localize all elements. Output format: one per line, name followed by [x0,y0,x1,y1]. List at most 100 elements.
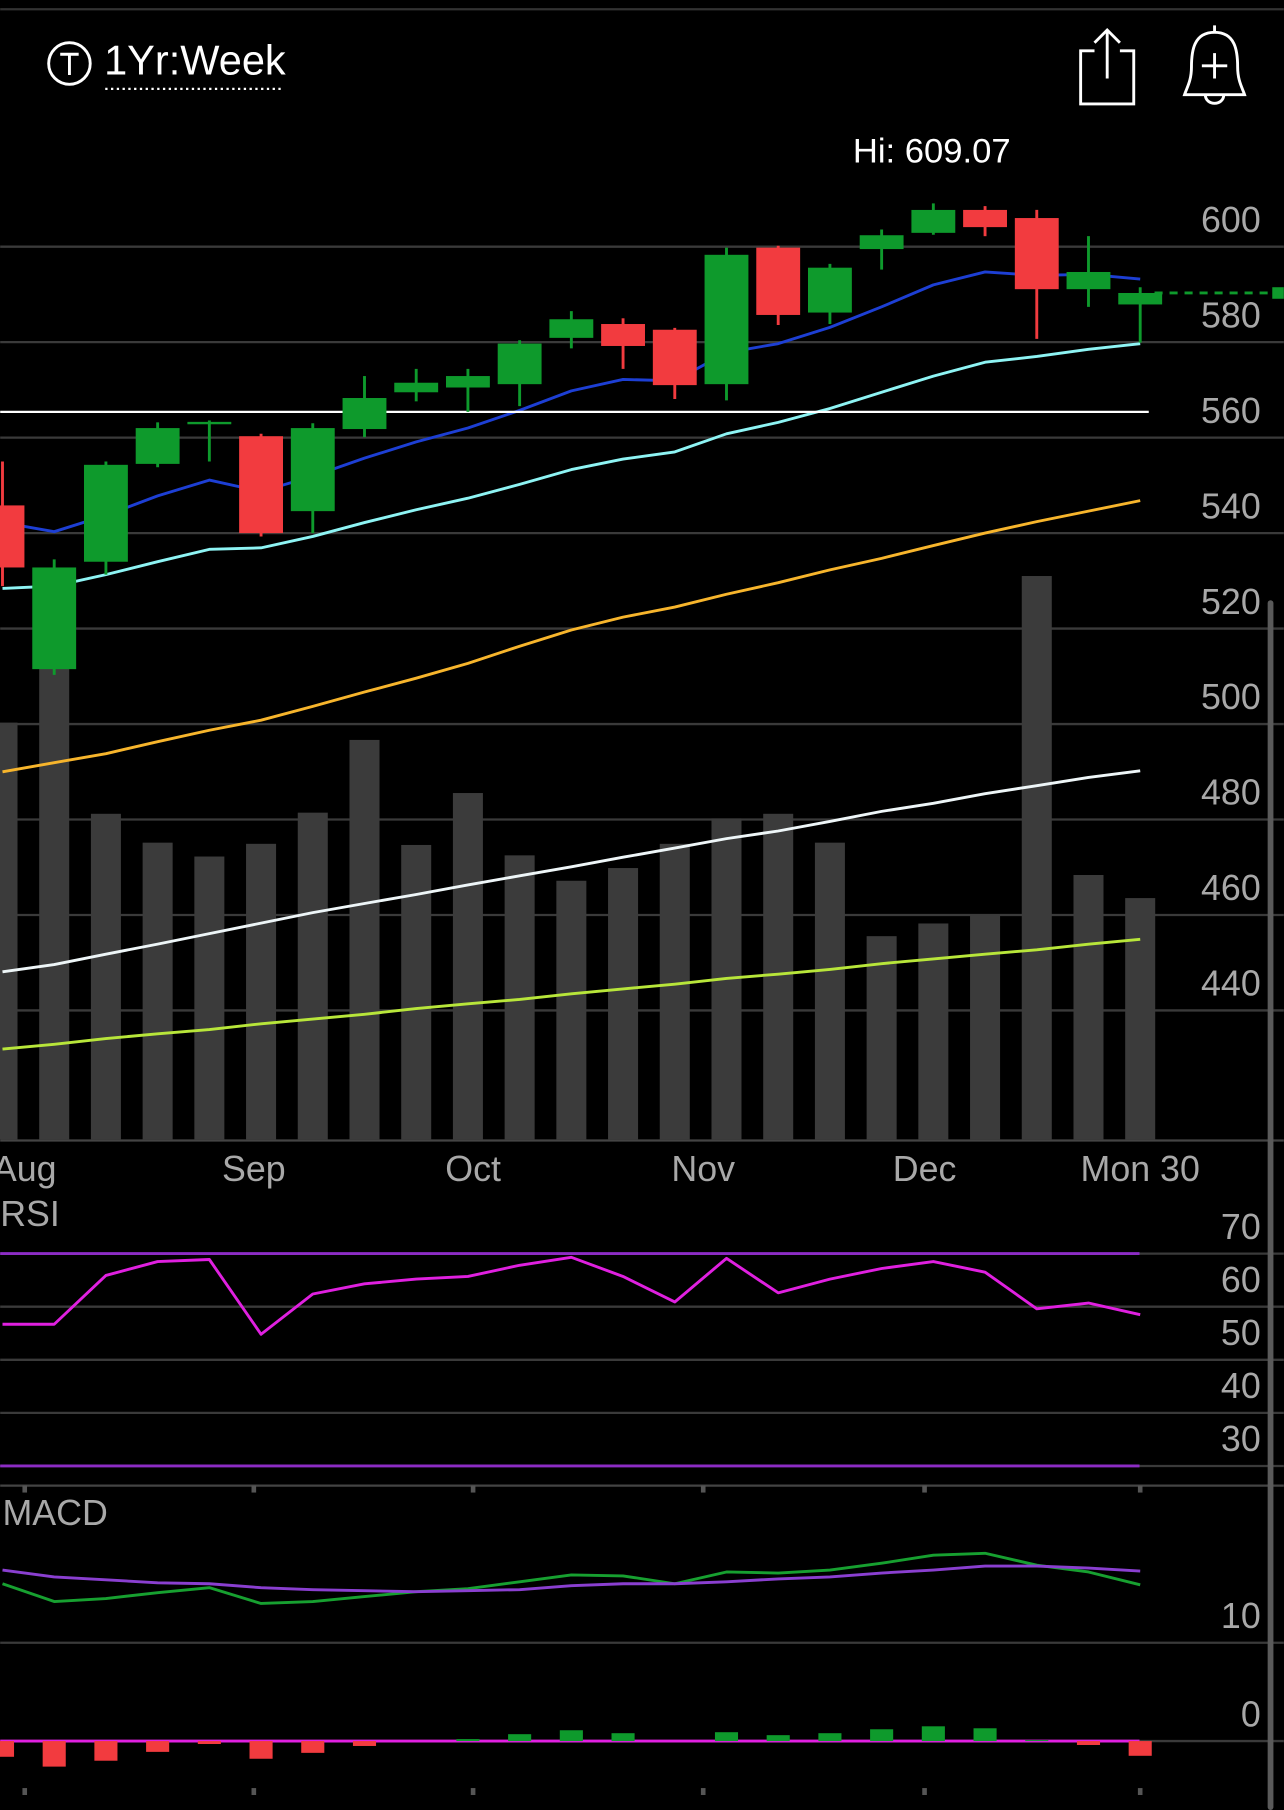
volume-bar [452,793,483,1140]
histogram-bar [352,1741,377,1746]
y-tick-label: 520 [1201,582,1261,622]
x-tick-label: Aug [0,1149,57,1189]
volume-bar [659,843,690,1140]
candle-body [0,505,25,568]
histogram-bar [301,1741,325,1753]
volume-bar [90,813,121,1140]
volume-bar [556,880,587,1140]
timeframe-label: 1Yr:Week [104,36,286,83]
candle-body [807,267,852,313]
candle-body [83,464,128,562]
moving-average-line [2,769,1141,974]
histogram-bar [1128,1741,1152,1756]
volume-bar [814,842,845,1140]
y-tick-label: 40 [1221,1366,1261,1406]
candle-body [963,209,1007,228]
moving-average-line [2,342,1141,590]
y-tick-label: 0 [1241,1694,1261,1734]
timeframe-selector[interactable]: 1Yr:Week [47,36,286,91]
y-tick-label: 560 [1201,391,1261,431]
candle-body [1014,218,1059,290]
candle-body [601,324,645,346]
candle-body [239,436,283,534]
scrollbar[interactable] [1267,600,1274,1810]
timeframe-icon [47,41,92,86]
macd-line [2,1551,1141,1605]
x-tick-label: Nov [671,1149,735,1189]
y-tick-label: 10 [1221,1596,1261,1636]
y-tick-label: 580 [1201,295,1261,335]
candle-body [1066,271,1111,290]
last-price-marker [1272,287,1284,299]
volume-bar [1073,874,1104,1140]
share-button[interactable] [1079,27,1136,106]
histogram-bar [766,1735,790,1742]
timeframe-icon-glyph [60,52,79,76]
volume-bar [349,739,380,1140]
histogram-bar [0,1741,15,1757]
candle-body [497,343,542,385]
macd-line [2,1564,1141,1594]
volume-bar [297,812,328,1140]
y-tick-label: 460 [1201,868,1261,908]
histogram-bar [146,1741,170,1752]
volume-bar [918,923,949,1140]
rsi-title: RSI [0,1194,60,1234]
y-tick-label: 500 [1201,677,1261,717]
histogram-bar [508,1734,532,1742]
alert-button[interactable] [1182,25,1247,105]
candle-body [549,319,594,338]
histogram-bar [559,1730,583,1742]
candle-body [652,329,697,386]
histogram-bar [714,1732,739,1742]
candle-body [32,567,77,670]
candle-body [1118,292,1163,305]
candle-body [445,376,490,388]
candle-body [394,382,439,393]
volume-bar [142,842,173,1140]
macd-title: MACD [2,1493,107,1533]
volume-bar [1021,576,1052,1140]
y-tick-label: 600 [1201,200,1261,240]
histogram-bar [818,1733,842,1742]
candle-body [756,247,801,315]
volume-bar [401,844,432,1140]
y-tick-label: 480 [1201,773,1261,813]
histogram-bar [456,1739,480,1742]
x-tick-label: Dec [893,1149,957,1189]
candle-body [290,428,335,512]
volume-bar [194,856,225,1140]
candle-body [859,235,904,250]
candle-body [187,421,232,425]
y-tick-label: 60 [1221,1260,1261,1300]
candle-body [911,209,956,233]
volume-bar [763,813,794,1140]
volume-bar [970,914,1001,1140]
high-label: Hi: 609.07 [853,133,1011,171]
volume-bar [608,868,639,1140]
moving-average-line [2,270,1141,534]
y-tick-label: 440 [1201,964,1261,1004]
indicator-line [2,1255,1141,1336]
histogram-bar [611,1733,635,1742]
histogram-bar [249,1741,273,1759]
histogram-bar [870,1729,894,1742]
histogram-bar [921,1726,945,1742]
histogram-bar [197,1741,221,1745]
volume-bar [866,936,897,1140]
histogram-bar [42,1741,66,1767]
candle-body [704,254,749,385]
moving-average-line [2,499,1141,774]
y-tick-label: 70 [1221,1207,1261,1247]
y-tick-label: 540 [1201,486,1261,526]
x-tick-label: Sep [222,1149,286,1189]
volume-bar [246,843,277,1140]
y-tick-label: 30 [1221,1419,1261,1459]
histogram-bar [973,1728,997,1742]
volume-bar [1125,898,1156,1140]
candle-body [135,428,180,464]
histogram-bar [1025,1740,1049,1742]
candle-body [342,398,387,430]
x-tick-label: Oct [445,1149,501,1189]
